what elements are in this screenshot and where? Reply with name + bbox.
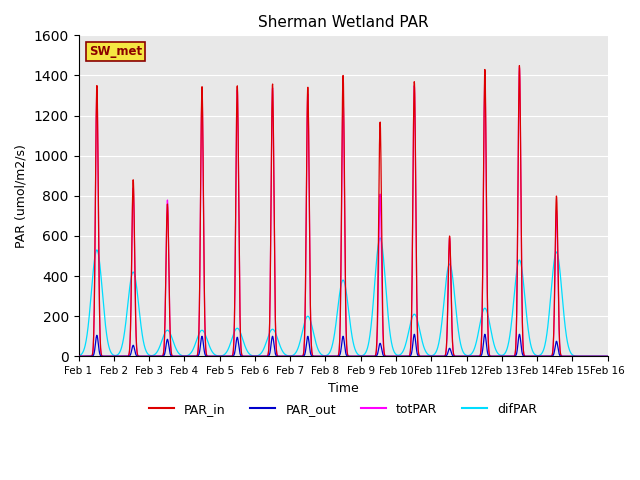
- X-axis label: Time: Time: [328, 382, 358, 395]
- Title: Sherman Wetland PAR: Sherman Wetland PAR: [258, 15, 428, 30]
- Text: SW_met: SW_met: [89, 45, 142, 58]
- Y-axis label: PAR (umol/m2/s): PAR (umol/m2/s): [15, 144, 28, 248]
- Legend: PAR_in, PAR_out, totPAR, difPAR: PAR_in, PAR_out, totPAR, difPAR: [144, 398, 542, 420]
